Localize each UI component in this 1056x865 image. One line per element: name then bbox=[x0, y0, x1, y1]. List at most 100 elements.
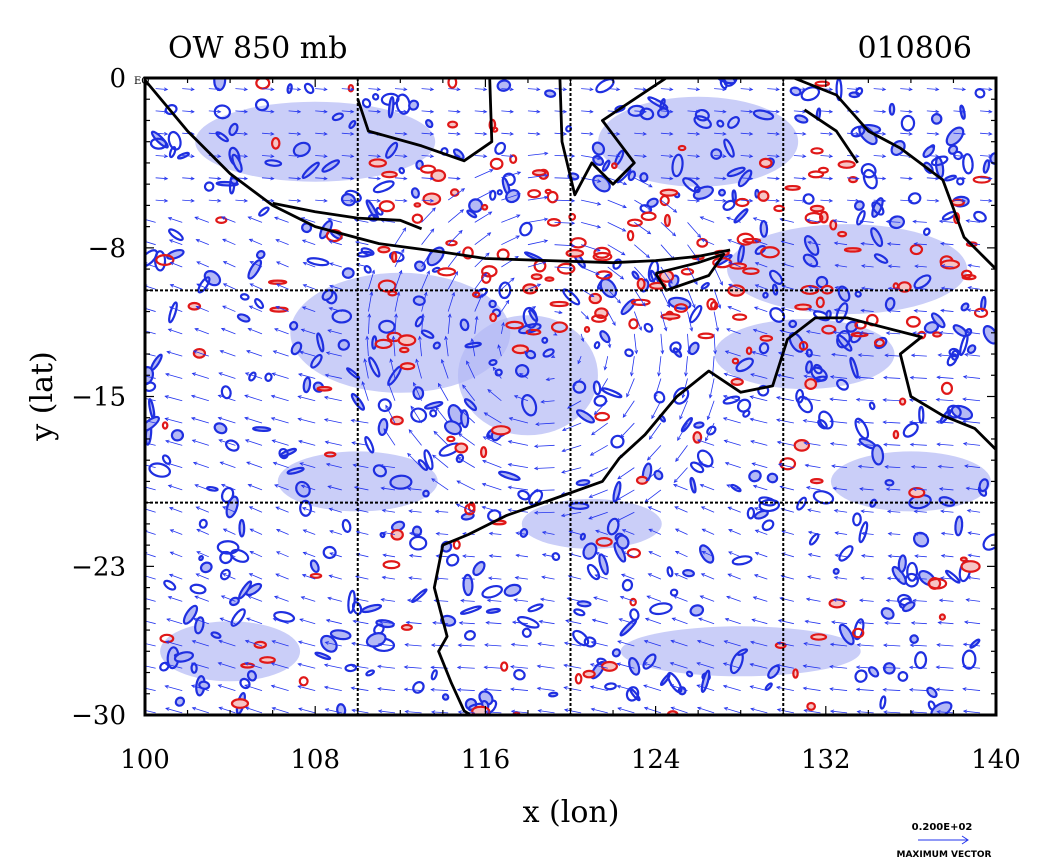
wind-vector-head bbox=[164, 662, 169, 667]
positive-contour bbox=[447, 78, 458, 89]
wind-vector-head bbox=[722, 154, 727, 159]
wind-vector bbox=[145, 397, 156, 402]
wind-vector bbox=[858, 622, 874, 625]
negative-contour bbox=[946, 353, 958, 367]
wind-vector-head bbox=[568, 530, 573, 534]
wind-vector bbox=[193, 618, 209, 625]
wind-vector bbox=[274, 484, 289, 491]
wind-vector-head bbox=[913, 308, 918, 313]
wind-vector-head bbox=[563, 686, 568, 690]
wind-vector-head bbox=[803, 441, 808, 446]
wind-vector-head bbox=[855, 176, 860, 181]
wind-vector bbox=[223, 261, 236, 268]
wind-vector bbox=[806, 330, 821, 335]
wind-vector bbox=[145, 643, 156, 647]
wind-vector-head bbox=[590, 707, 595, 712]
wind-vector bbox=[754, 240, 768, 246]
negative-contour bbox=[805, 360, 813, 374]
wind-vector-head bbox=[537, 709, 542, 713]
wind-vector-head bbox=[410, 405, 415, 410]
negative-contour bbox=[880, 607, 895, 620]
wind-vector-head bbox=[616, 132, 621, 136]
negative-contour bbox=[762, 291, 769, 299]
wind-vector bbox=[781, 240, 794, 246]
wind-vector bbox=[235, 88, 248, 90]
wind-vector bbox=[474, 211, 492, 223]
wind-vector-head bbox=[435, 554, 440, 558]
wind-vector-head bbox=[329, 262, 334, 267]
wind-vector bbox=[724, 640, 741, 647]
wind-vector bbox=[607, 199, 627, 208]
wind-vector bbox=[542, 554, 555, 558]
wind-vector bbox=[196, 506, 209, 513]
positive-contour bbox=[821, 324, 837, 335]
positive-contour bbox=[973, 307, 989, 319]
x-tick-label: 132 bbox=[801, 745, 851, 775]
wind-vector bbox=[246, 617, 263, 625]
wind-vector-head bbox=[884, 353, 889, 358]
wind-vector bbox=[728, 261, 741, 268]
wind-vector-head bbox=[243, 154, 249, 159]
wind-vector-head bbox=[398, 269, 403, 275]
wind-vector-head bbox=[166, 618, 171, 622]
wind-vector-head bbox=[781, 284, 786, 289]
wind-vector bbox=[271, 417, 289, 424]
wind-vector-head bbox=[588, 515, 593, 520]
wind-vector bbox=[165, 373, 183, 379]
wind-vector bbox=[883, 421, 901, 424]
wind-vector-head bbox=[275, 261, 281, 265]
wind-vector bbox=[482, 483, 502, 491]
wind-vector-head bbox=[350, 87, 355, 92]
wind-vector-head bbox=[962, 397, 967, 402]
wind-vector-head bbox=[166, 350, 171, 355]
wind-vector bbox=[303, 284, 316, 290]
wind-vector-head bbox=[577, 360, 582, 365]
wind-vector-head bbox=[274, 484, 279, 488]
wind-vector bbox=[341, 132, 354, 135]
wind-vector bbox=[968, 532, 981, 535]
wind-vector-head bbox=[671, 617, 676, 622]
negative-contour bbox=[854, 290, 862, 298]
negative-contour bbox=[310, 353, 323, 369]
wind-vector bbox=[191, 417, 209, 424]
negative-contour bbox=[302, 376, 312, 394]
wind-vector bbox=[145, 665, 156, 669]
wind-vector-head bbox=[247, 327, 252, 332]
wind-vector-head bbox=[910, 353, 916, 358]
wind-vector bbox=[687, 177, 700, 180]
negative-contour bbox=[340, 193, 356, 207]
negative-contour bbox=[432, 341, 441, 350]
wind-vector bbox=[793, 155, 806, 157]
wind-vector bbox=[643, 662, 662, 669]
wind-vector bbox=[193, 462, 209, 469]
wind-vector bbox=[833, 220, 848, 223]
wind-vector-head bbox=[377, 687, 382, 691]
coastline bbox=[145, 78, 996, 715]
wind-vector bbox=[383, 554, 396, 558]
wind-vector bbox=[728, 239, 741, 246]
wind-vector-head bbox=[908, 132, 913, 136]
negative-contour bbox=[573, 608, 586, 617]
wind-vector-head bbox=[510, 277, 515, 282]
wind-vector bbox=[541, 576, 555, 580]
negative-contour bbox=[759, 219, 769, 238]
negative-contour bbox=[974, 88, 986, 99]
positive-contour bbox=[873, 338, 885, 348]
negative-contour bbox=[742, 409, 751, 418]
wind-vector bbox=[777, 374, 794, 379]
wind-vector bbox=[394, 110, 407, 113]
negative-contour bbox=[412, 681, 425, 694]
wind-vector bbox=[474, 155, 487, 157]
wind-vector-head bbox=[726, 328, 731, 332]
wind-vector-head bbox=[962, 375, 968, 379]
wind-vector-head bbox=[669, 109, 674, 114]
wind-vector-head bbox=[860, 554, 866, 558]
wind-vector-head bbox=[222, 506, 227, 510]
wind-vector bbox=[847, 177, 859, 180]
wind-vector-head bbox=[327, 329, 332, 333]
negative-contour bbox=[322, 545, 337, 560]
wind-vector-head bbox=[507, 485, 512, 490]
wind-vector bbox=[595, 552, 608, 558]
wind-vector bbox=[830, 666, 848, 669]
wind-vector-head bbox=[697, 233, 702, 238]
